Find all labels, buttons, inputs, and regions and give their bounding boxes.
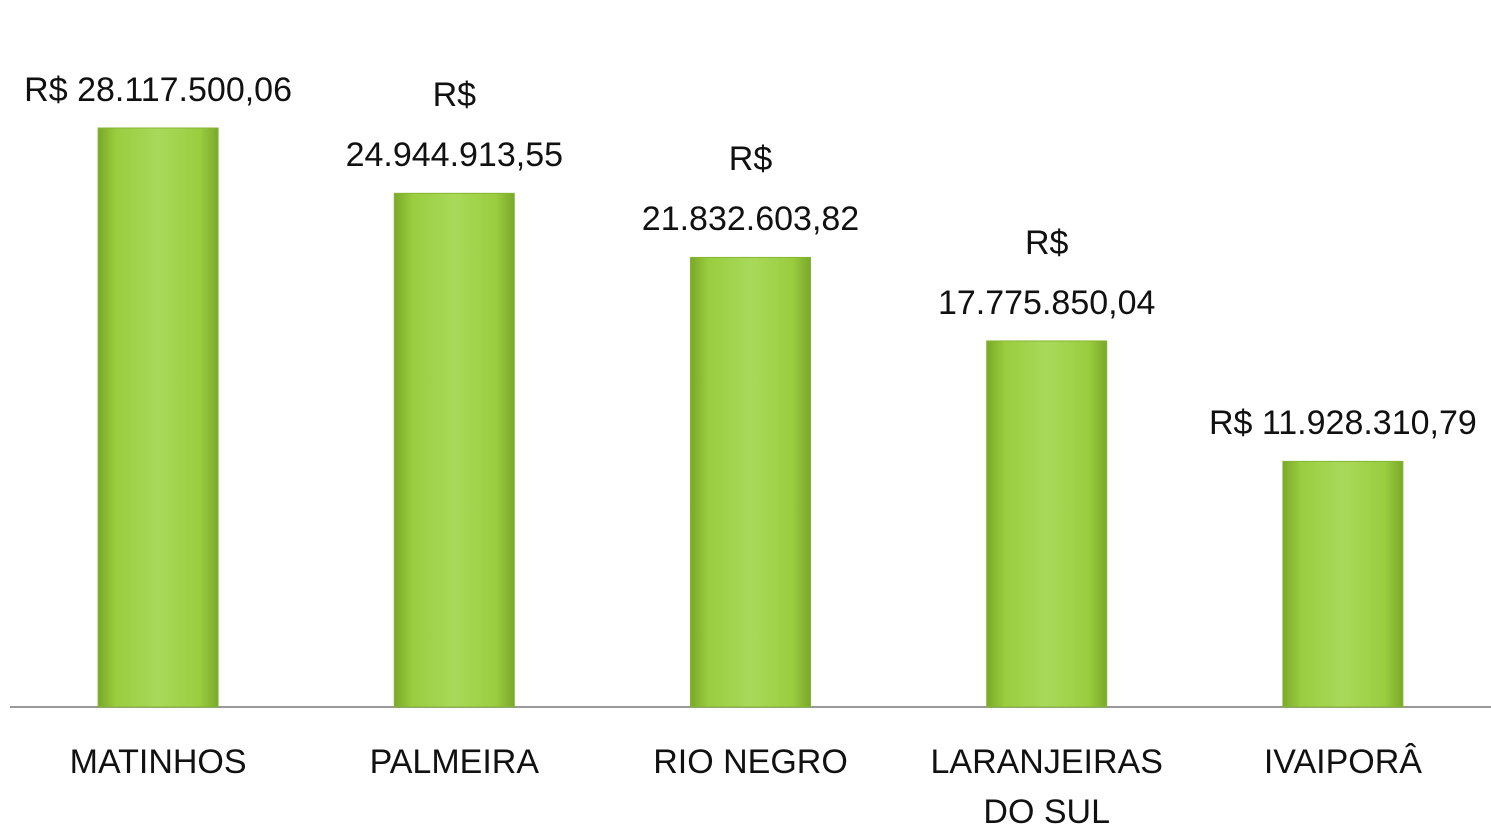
x-tick-label: PALMEIRA (369, 743, 539, 781)
x-tick-label: RIO NEGRO (653, 743, 848, 781)
bar (97, 127, 219, 708)
value-label: R$ 28.117.500,06 (24, 71, 292, 109)
x-tick-label: MATINHOS (69, 743, 247, 781)
x-tick-label: IVAIPORÂ (1263, 743, 1422, 781)
bar (986, 340, 1108, 708)
value-label: R$ 17.775.850,04 (937, 223, 1156, 322)
bar (690, 256, 811, 708)
value-label: R$ 21.832.603,82 (641, 140, 860, 239)
bar (393, 192, 515, 708)
value-label: R$ 11.928.310,79 (1208, 404, 1477, 443)
bar (1282, 460, 1404, 708)
x-tick-label: LARANJEIRAS DO SUL (930, 743, 1163, 828)
value-label: R$ 24.944.913,55 (345, 76, 564, 175)
